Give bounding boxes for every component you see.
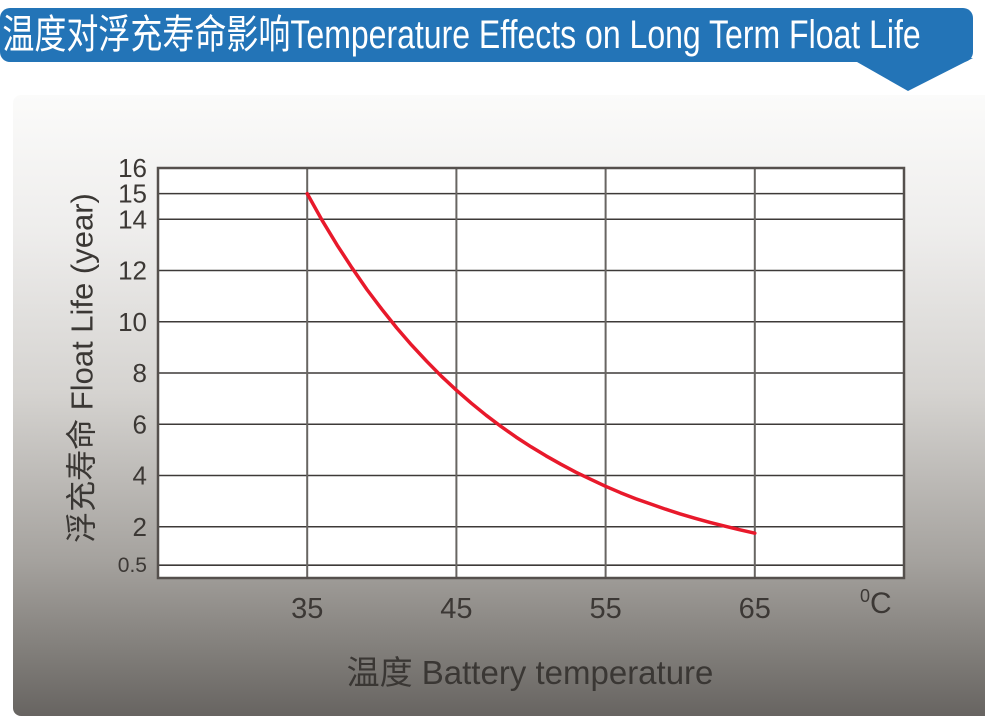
plot-border <box>156 166 906 580</box>
y-tick-label-0.5: 0.5 <box>118 554 147 577</box>
x-tick-label-35: 35 <box>291 593 323 625</box>
x-tick-label-65: 65 <box>739 593 771 625</box>
page-title: 温度对浮充寿命影响Temperature Effects on Long Ter… <box>2 13 921 57</box>
y-tick-label-12: 12 <box>118 256 147 286</box>
banner-tail-icon <box>850 58 973 91</box>
y-tick-label-15: 15 <box>118 179 147 209</box>
x-tick-label-55: 55 <box>589 593 621 625</box>
y-tick-label-6: 6 <box>133 409 147 439</box>
y-tick-label-4: 4 <box>133 461 147 491</box>
y-axis-label: 浮充寿命 Float Life (year) <box>64 193 100 543</box>
x-tick-label-45: 45 <box>440 593 472 625</box>
banner-tail-shape <box>850 58 973 91</box>
y-tick-label-8: 8 <box>133 358 147 388</box>
y-tick-label-14: 14 <box>118 204 147 234</box>
y-tick-label-2: 2 <box>133 512 147 542</box>
x-axis-label: 温度 Battery temperature <box>346 654 714 691</box>
x-axis-unit-base: C <box>870 587 892 620</box>
x-axis-unit: 0C <box>860 586 892 621</box>
title-banner: 温度对浮充寿命影响Temperature Effects on Long Ter… <box>0 8 973 62</box>
y-tick-label-10: 10 <box>118 307 147 337</box>
x-axis-unit-superscript: 0 <box>860 586 871 606</box>
y-tick-label-16: 16 <box>118 153 147 183</box>
float-life-vs-temperature-curve <box>305 191 757 535</box>
